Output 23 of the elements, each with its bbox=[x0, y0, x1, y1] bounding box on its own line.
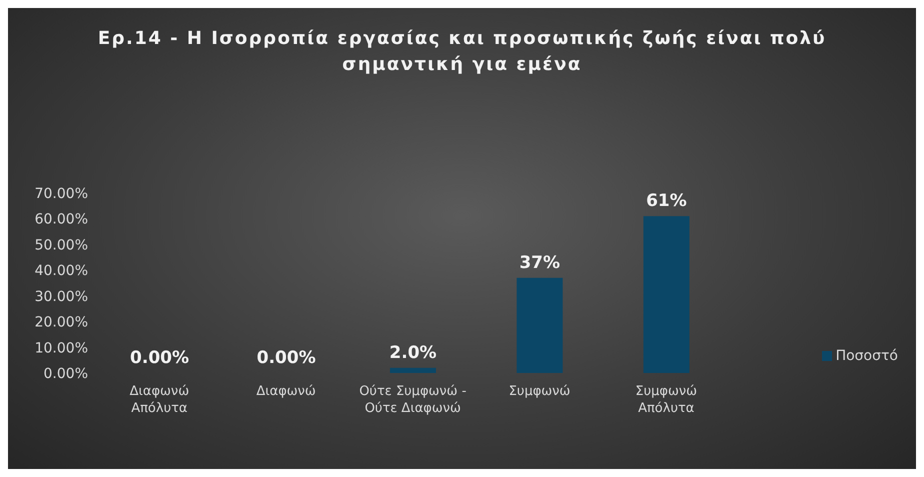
y-tick-label: 0.00% bbox=[44, 366, 88, 382]
data-label: 0.00% bbox=[256, 348, 316, 368]
legend-label: Ποσοστό bbox=[836, 348, 898, 364]
x-tick-label: Διαφωνώ Απόλυτα bbox=[130, 384, 190, 416]
y-tick-label: 50.00% bbox=[34, 237, 88, 254]
x-tick-label: Συμφωνώ Απόλυτα bbox=[635, 384, 698, 416]
y-tick-label: 60.00% bbox=[34, 212, 88, 228]
x-tick-label: Ούτε Συμφωνώ - Ούτε Διαφωνώ bbox=[359, 384, 467, 416]
bar bbox=[643, 216, 690, 373]
y-tick-label: 10.00% bbox=[34, 340, 88, 356]
y-tick-label: 30.00% bbox=[34, 288, 88, 305]
chart-title: Ερ.14 - Η Ισορροπία εργασίας και προσωπικής ζωής είναι πολύ σημαντική για εμένα bbox=[96, 27, 828, 77]
data-label: 37% bbox=[519, 252, 560, 273]
x-tick-label: Διαφωνώ bbox=[256, 384, 316, 399]
data-label: 2.0% bbox=[389, 342, 437, 363]
data-label: 0.00% bbox=[130, 348, 190, 368]
data-label: 61% bbox=[646, 191, 687, 212]
y-tick-label: 20.00% bbox=[34, 314, 88, 331]
x-tick-label: Συμφωνώ bbox=[508, 384, 570, 399]
y-tick-label: 40.00% bbox=[34, 263, 88, 280]
bar bbox=[516, 278, 563, 373]
bar bbox=[390, 368, 436, 373]
y-tick-label: 70.00% bbox=[34, 186, 88, 202]
